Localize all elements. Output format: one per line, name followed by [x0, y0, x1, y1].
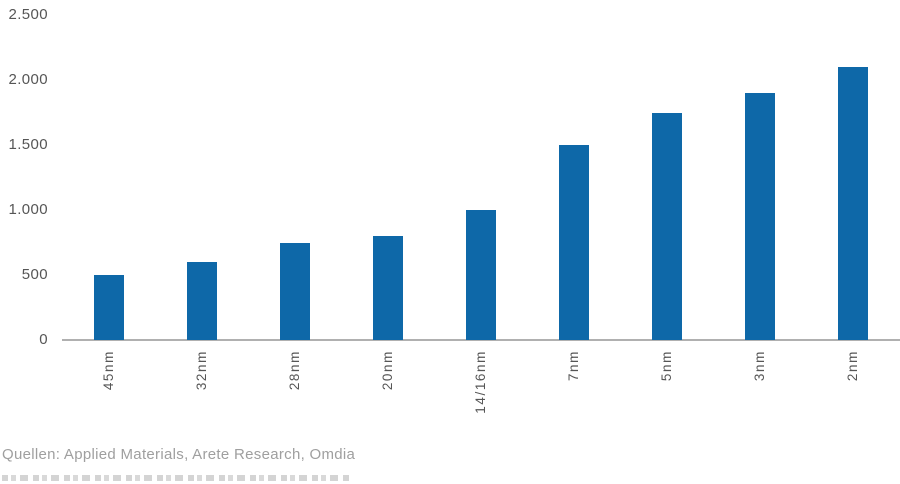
- x-tick-label: 5nm: [659, 350, 675, 382]
- clipped-text-line: [2, 475, 352, 481]
- x-tick-label: 20nm: [379, 350, 395, 391]
- bar-5nm: [652, 112, 683, 340]
- bar-32nm: [186, 262, 217, 340]
- y-tick-label: 2.000: [8, 71, 48, 88]
- source-text: Quellen: Applied Materials, Arete Resear…: [2, 446, 356, 463]
- bar-2nm: [838, 67, 869, 340]
- y-tick-label: 2.500: [8, 6, 48, 23]
- y-tick-label: 1.000: [8, 201, 48, 218]
- bar-45nm: [93, 275, 124, 340]
- bar-7nm: [559, 145, 590, 340]
- bar-28nm: [279, 242, 310, 340]
- x-tick-label: 28nm: [286, 350, 302, 391]
- x-tick-label: 2nm: [845, 350, 861, 382]
- x-tick-label: 3nm: [752, 350, 768, 382]
- x-tick-label: 7nm: [566, 350, 582, 382]
- bar-20nm: [372, 236, 403, 340]
- bar-3nm: [745, 93, 776, 340]
- y-tick-label: 0: [39, 331, 48, 348]
- y-tick-label: 500: [21, 266, 48, 283]
- x-tick-label: 32nm: [193, 350, 209, 391]
- bar-14/16nm: [466, 210, 496, 340]
- x-axis-line: [62, 339, 900, 341]
- x-tick-label: 45nm: [100, 350, 116, 391]
- y-tick-label: 1.500: [8, 136, 48, 153]
- x-tick-label: 14/16nm: [473, 350, 488, 414]
